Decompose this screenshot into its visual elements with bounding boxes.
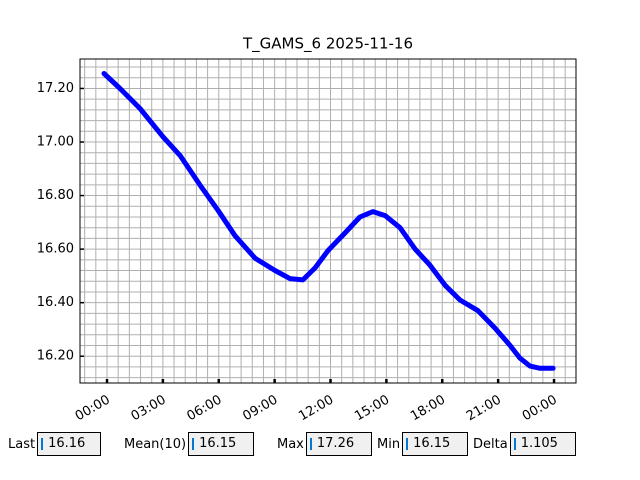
x-tick-label: 03:00 (129, 393, 169, 425)
field: Mean(10) 16.15 (124, 432, 255, 456)
field: Last 16.16 (8, 432, 102, 456)
field: Delta 1.105 (473, 432, 576, 456)
field-label: Max (277, 436, 304, 452)
x-tick-label: 18:00 (408, 393, 448, 425)
field-label: Min (377, 436, 401, 452)
y-tick-label: 16.40 (37, 295, 74, 310)
plot-frame (79, 58, 577, 384)
x-tick-label: 15:00 (352, 393, 392, 425)
x-tick-label: 09:00 (240, 393, 280, 425)
x-tick-label: 21:00 (464, 393, 504, 425)
field-label: Mean(10) (124, 436, 187, 452)
x-tick-label: 00:00 (520, 393, 560, 425)
y-tick-label: 17.00 (37, 135, 74, 150)
chart: T_GAMS_6 2025-11-16 16.20 16.40 16.60 16.80… (37, 35, 577, 425)
field: Max 17.26 (277, 432, 372, 456)
field-value[interactable]: 1.105 (509, 432, 576, 456)
field-value[interactable]: 16.15 (402, 432, 469, 456)
x-tick-label: 12:00 (296, 393, 336, 425)
chart-title: T_GAMS_6 2025-11-16 (242, 35, 413, 54)
y-tick-label: 16.20 (37, 349, 74, 364)
x-tick-label: 06:00 (185, 393, 225, 425)
field-value[interactable]: 17.26 (305, 432, 372, 456)
data-line (101, 71, 556, 371)
field-value[interactable]: 16.16 (37, 432, 102, 456)
field-label: Delta (473, 436, 508, 452)
y-tick-label: 17.20 (37, 81, 74, 96)
y-tick-label: 16.60 (37, 242, 74, 257)
y-tick-label: 16.80 (37, 188, 74, 203)
field-label: Last (8, 436, 36, 452)
x-tick-label: 00:00 (73, 393, 113, 425)
field-value[interactable]: 16.15 (188, 432, 255, 456)
field: Min 16.15 (377, 432, 469, 456)
